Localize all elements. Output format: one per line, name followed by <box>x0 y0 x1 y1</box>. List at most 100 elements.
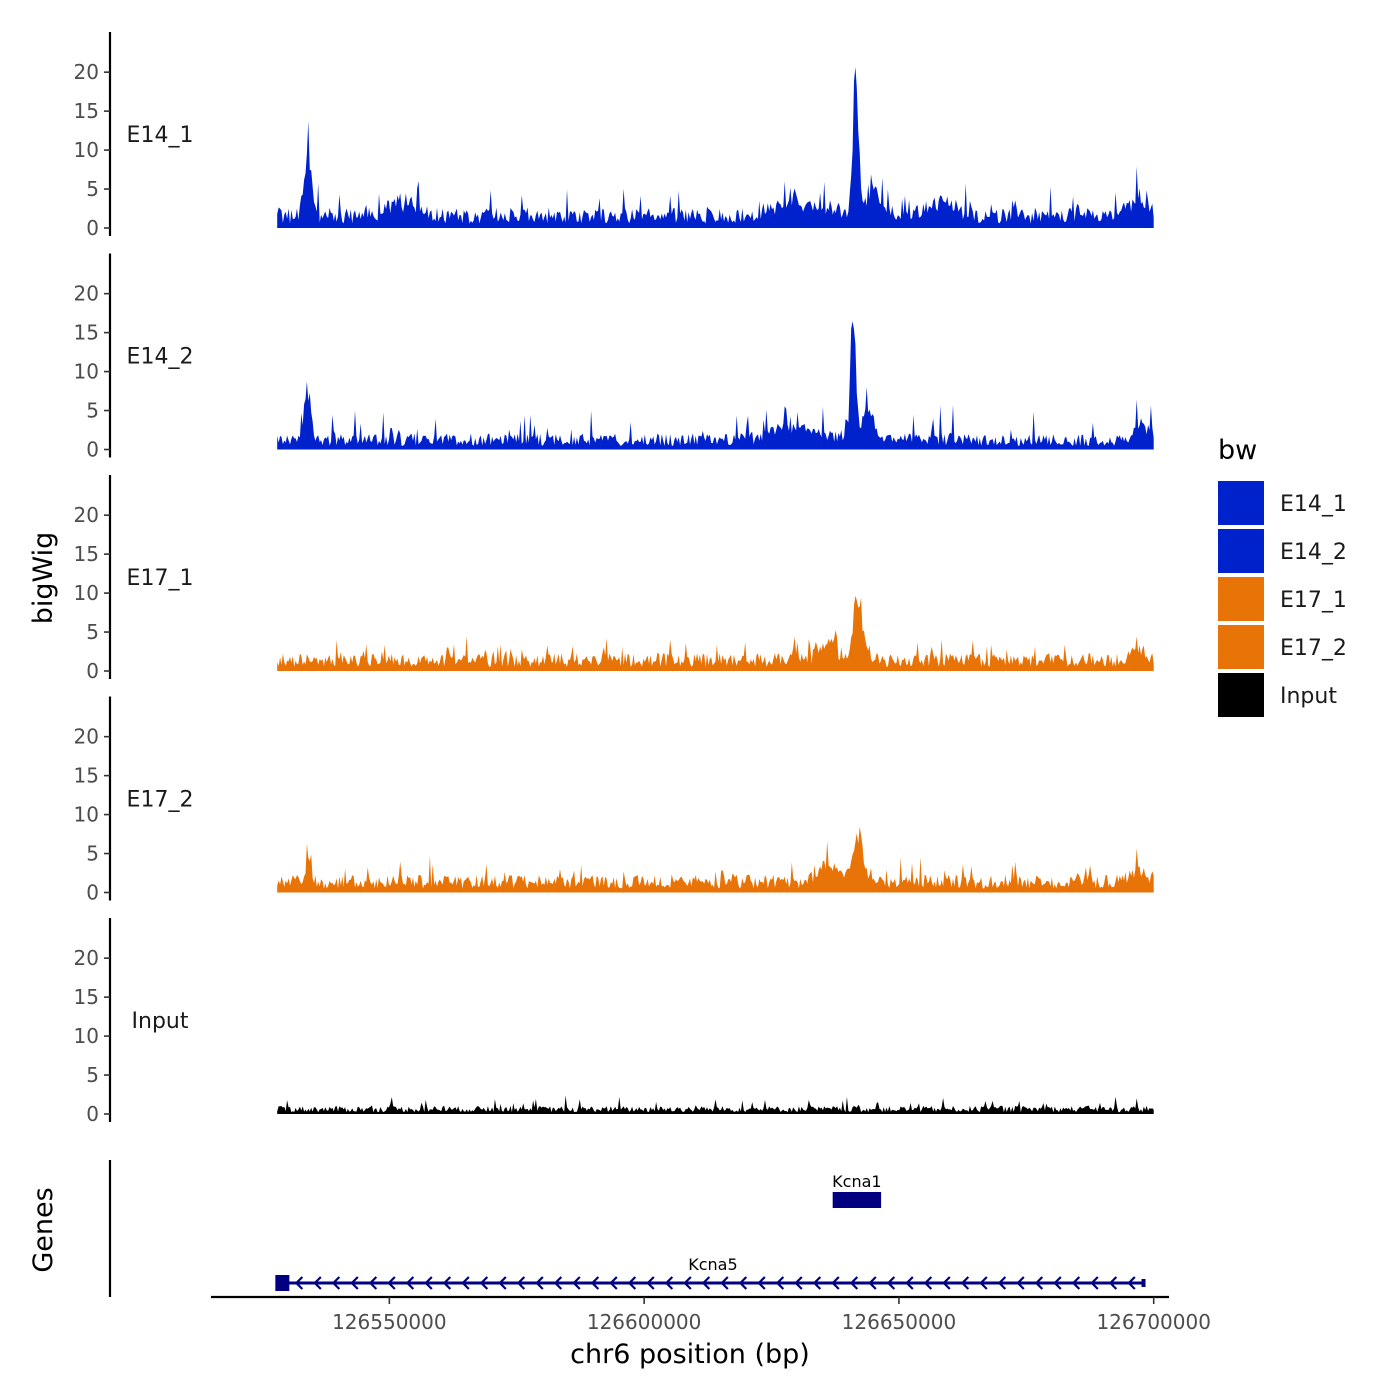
x-tick-label: 126650000 <box>842 1310 957 1334</box>
strand-arrow <box>701 1276 711 1290</box>
gene-exon-block <box>275 1275 290 1291</box>
legend-entry-e17_1: E17_1 <box>1218 577 1347 621</box>
y-tick-label: 0 <box>86 659 99 683</box>
strand-arrow <box>387 1276 396 1290</box>
strand-arrow <box>683 1276 692 1290</box>
legend-label: E17_1 <box>1280 588 1347 613</box>
strand-arrow <box>627 1276 637 1290</box>
signal-area-e14_1 <box>277 66 1154 229</box>
x-tick-label: 126700000 <box>1096 1310 1211 1334</box>
strand-arrow <box>368 1276 378 1290</box>
strand-arrow <box>720 1276 729 1290</box>
strand-arrow <box>942 1276 951 1290</box>
strand-arrow <box>794 1276 803 1290</box>
signal-area-e17_2 <box>277 826 1154 893</box>
y-tick-label: 5 <box>86 177 99 201</box>
y-axis-title: bigWig <box>28 532 59 625</box>
y-tick-label: 15 <box>74 321 99 345</box>
legend-swatch <box>1218 673 1264 717</box>
track-label: E17_2 <box>127 788 194 813</box>
strand-arrow <box>516 1276 526 1290</box>
track-label: E14_1 <box>127 123 194 148</box>
gene-label: Kcna1 <box>832 1172 881 1191</box>
strand-arrow <box>905 1276 914 1290</box>
gene-exon-block <box>832 1192 882 1208</box>
strand-arrow <box>646 1276 655 1290</box>
y-tick-label: 15 <box>74 985 99 1009</box>
strand-arrow <box>498 1276 507 1290</box>
genes-axis-title: Genes <box>28 1187 59 1272</box>
y-tick-label: 15 <box>74 542 99 566</box>
strand-arrow <box>979 1276 988 1290</box>
strand-arrow <box>1090 1276 1099 1290</box>
signal-area-e17_1 <box>277 595 1154 671</box>
strand-arrow <box>331 1276 341 1290</box>
strand-arrow <box>1127 1276 1136 1290</box>
strand-arrow <box>479 1276 489 1290</box>
strand-arrow <box>1071 1276 1081 1290</box>
strand-arrow <box>757 1276 766 1290</box>
bigwig-tracks: 05101520E14_105101520E14_205101520E17_10… <box>74 32 1154 1126</box>
strand-arrow <box>664 1276 674 1290</box>
legend-label: E14_2 <box>1280 540 1347 565</box>
y-tick-label: 15 <box>74 99 99 123</box>
strand-arrow <box>1034 1276 1044 1290</box>
legend-title: bw <box>1218 435 1257 466</box>
strand-arrow <box>923 1276 933 1290</box>
strand-arrow <box>1053 1276 1062 1290</box>
legend-entry-e14_2: E14_2 <box>1218 529 1347 573</box>
y-tick-label: 10 <box>74 581 99 605</box>
legend-label: Input <box>1280 684 1337 709</box>
legend-entry-e14_1: E14_1 <box>1218 481 1347 525</box>
legend-label: E17_2 <box>1280 636 1347 661</box>
strand-arrow <box>868 1276 877 1290</box>
y-tick-label: 20 <box>74 946 99 970</box>
legend-swatch <box>1218 577 1264 621</box>
legend-label: E14_1 <box>1280 492 1347 517</box>
strand-arrow <box>812 1276 822 1290</box>
x-tick-label: 126550000 <box>332 1310 447 1334</box>
strand-arrow <box>886 1276 896 1290</box>
track-e14_1: 0 5 10 15 20 E14_1 <box>74 32 1154 240</box>
legend-swatch <box>1218 625 1264 669</box>
y-tick-label: 5 <box>86 842 99 866</box>
y-tick-label: 20 <box>74 725 99 749</box>
signal-area-input <box>277 1095 1154 1114</box>
track-label: Input <box>132 1009 189 1034</box>
y-tick-label: 5 <box>86 620 99 644</box>
strand-arrow <box>849 1276 859 1290</box>
strand-arrow <box>553 1276 563 1290</box>
strand-arrow <box>572 1276 581 1290</box>
y-tick-label: 0 <box>86 216 99 240</box>
y-tick-label: 5 <box>86 1063 99 1087</box>
strand-arrow <box>461 1276 470 1290</box>
y-tick-label: 20 <box>74 60 99 84</box>
strand-arrow <box>424 1276 433 1290</box>
y-tick-label: 10 <box>74 1024 99 1048</box>
gene-kcna5: Kcna5 <box>275 1255 1146 1291</box>
strand-arrow <box>1108 1276 1118 1290</box>
track-e14_2: 0 5 10 15 20 E14_2 <box>74 253 1154 462</box>
legend-swatch <box>1218 481 1264 525</box>
strand-arrow <box>442 1276 452 1290</box>
y-tick-label: 0 <box>86 1102 99 1126</box>
y-tick-label: 0 <box>86 881 99 905</box>
legend-entry-e17_2: E17_2 <box>1218 625 1347 669</box>
legend: bw E14_1 E14_2 E17_1 E17_2 Input <box>1218 435 1347 717</box>
strand-arrow <box>590 1276 600 1290</box>
y-tick-label: 10 <box>74 138 99 162</box>
y-tick-label: 20 <box>74 282 99 306</box>
x-axis: 126550000 126600000 126650000 126700000 <box>211 1295 1211 1334</box>
x-axis-title: chr6 position (bp) <box>570 1339 810 1370</box>
track-input: 0 5 10 15 20 Input <box>74 918 1154 1126</box>
x-tick-label: 126600000 <box>587 1310 702 1334</box>
y-tick-label: 15 <box>74 764 99 788</box>
gene-kcna1: Kcna1 <box>832 1172 882 1208</box>
y-tick-label: 10 <box>74 803 99 827</box>
y-tick-label: 0 <box>86 438 99 462</box>
y-tick-label: 10 <box>74 360 99 384</box>
strand-arrow <box>535 1276 544 1290</box>
strand-arrow <box>960 1276 970 1290</box>
track-e17_1: 0 5 10 15 20 E17_1 <box>74 475 1154 683</box>
